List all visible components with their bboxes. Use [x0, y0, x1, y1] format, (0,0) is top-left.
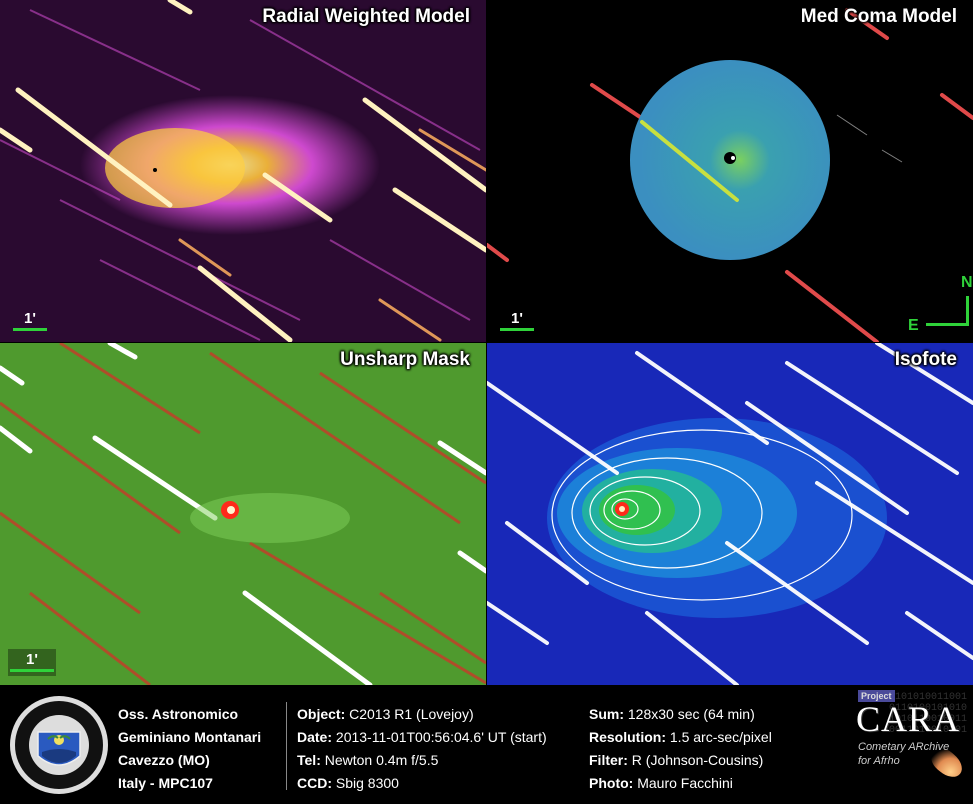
compass-east-arm [926, 323, 969, 326]
resolution-value: 1.5 arc-sec/pixel [669, 729, 772, 745]
med-coma-image [487, 8, 973, 342]
filter-label: Filter: [589, 752, 628, 768]
scale-line [10, 669, 54, 672]
observatory-info: Oss. Astronomico Geminiano Montanari Cav… [118, 703, 261, 795]
scale-bar: 1' [13, 310, 47, 331]
cara-binary-pattern: 1101010011001 0110100101010 101011001001… [888, 692, 967, 736]
ccd-label: CCD: [297, 775, 332, 791]
unsharp-mask-image [0, 343, 486, 685]
sum-value: 128x30 sec (64 min) [627, 706, 755, 722]
panel-title: Unsharp Mask [340, 349, 470, 370]
unsharp-mask-panel: Unsharp Mask 1' [0, 343, 486, 685]
scale-line [500, 328, 534, 331]
cara-logo: 1101010011001 0110100101010 101011001001… [852, 690, 973, 798]
panel-title: Med Coma Model [800, 6, 957, 27]
isofote-panel: Isofote [487, 343, 973, 685]
observatory-line: Geminiano Montanari [118, 729, 262, 745]
resolution-label: Resolution: [589, 729, 666, 745]
cara-name: CARA [856, 699, 961, 739]
cara-subtitle-line: Cometary ARchive [858, 741, 950, 753]
scale-line [13, 328, 47, 331]
ccd-value: Sbig 8300 [335, 775, 399, 791]
photo-value: Mauro Facchini [637, 775, 733, 791]
observatory-line: Italy - MPC107 [118, 775, 213, 791]
observatory-line: Oss. Astronomico [118, 706, 239, 722]
footer-info: Oss. Astronomico Geminiano Montanari Cav… [0, 686, 973, 804]
observatory-line: Cavezzo (MO) [118, 752, 210, 768]
date-label: Date: [297, 729, 333, 745]
med-coma-panel: Med Coma Model 1' N E [487, 0, 973, 342]
compass-north-label: N [961, 274, 973, 291]
date-value: 2013-11-01T00:56:04.6' UT (start) [335, 729, 547, 745]
object-value: C2013 R1 (Lovejoy) [349, 706, 474, 722]
scale-label: 1' [24, 310, 36, 327]
scale-label: 1' [511, 310, 523, 327]
panel-title: Radial Weighted Model [262, 6, 470, 27]
isofote-image [487, 343, 973, 685]
cara-subtitle-line: for Afrho [858, 755, 900, 767]
exposure-details: Sum: 128x30 sec (64 min) Resolution: 1.5… [589, 703, 772, 795]
scale-bar: 1' [500, 310, 534, 331]
sum-label: Sum: [589, 706, 624, 722]
compass-north-arm [966, 296, 969, 326]
panel-title: Isofote [894, 349, 957, 370]
radial-weighted-image [0, 0, 486, 342]
filter-value: R (Johnson-Cousins) [631, 752, 764, 768]
photo-label: Photo: [589, 775, 634, 791]
scale-bar: 1' [8, 649, 56, 676]
cara-project-label: Project [858, 690, 895, 702]
divider [286, 702, 287, 790]
radial-weighted-panel: Radial Weighted Model 1' [0, 0, 486, 342]
telescope-value: Newton 0.4m f/5.5 [324, 752, 439, 768]
scale-label: 1' [26, 651, 38, 668]
telescope-label: Tel: [297, 752, 321, 768]
observation-details: Object: C2013 R1 (Lovejoy) Date: 2013-11… [297, 703, 547, 795]
compass-east-label: E [908, 317, 919, 334]
object-label: Object: [297, 706, 346, 722]
compass: N E [903, 270, 973, 340]
observatory-seal-logo [10, 696, 108, 794]
cara-subtitle: Cometary ARchive for Afrho [858, 740, 949, 768]
